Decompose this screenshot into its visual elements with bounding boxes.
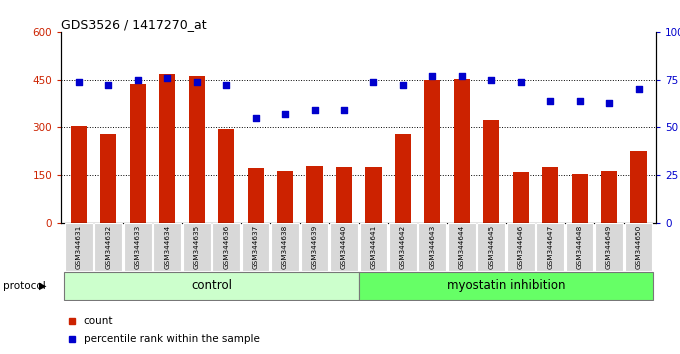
Point [309, 107, 320, 113]
Bar [625, 223, 652, 271]
Bar [507, 223, 534, 271]
Point [73, 79, 84, 84]
Text: GSM344641: GSM344641 [371, 225, 377, 269]
Bar [360, 223, 388, 271]
Text: myostatin inhibition: myostatin inhibition [447, 279, 565, 292]
Point [397, 82, 408, 88]
Text: protocol: protocol [3, 281, 46, 291]
Bar [124, 223, 152, 271]
Point [162, 75, 173, 81]
Bar [566, 223, 594, 271]
Point [221, 82, 232, 88]
Bar [188, 76, 205, 223]
Point [191, 79, 202, 84]
Point [604, 100, 615, 105]
Bar [218, 129, 234, 223]
Point [339, 107, 350, 113]
Point [486, 77, 496, 82]
Point [574, 98, 585, 103]
Bar [212, 223, 240, 271]
Bar [242, 223, 269, 271]
Text: GSM344647: GSM344647 [547, 225, 553, 269]
Bar [424, 80, 441, 223]
Point [427, 73, 438, 79]
Text: GSM344646: GSM344646 [517, 225, 524, 269]
Text: count: count [84, 316, 114, 326]
Bar [630, 151, 647, 223]
Bar [365, 167, 381, 223]
Bar [130, 84, 146, 223]
Bar [154, 223, 181, 271]
Text: control: control [191, 279, 232, 292]
Bar [477, 223, 505, 271]
Bar [277, 171, 293, 223]
Bar [336, 167, 352, 223]
Bar [301, 223, 328, 271]
Point [545, 98, 556, 103]
Bar [389, 223, 417, 271]
Bar [601, 171, 617, 223]
Bar [271, 223, 299, 271]
Bar [248, 168, 264, 223]
Text: GSM344631: GSM344631 [76, 225, 82, 269]
Point [279, 111, 290, 117]
Bar [183, 223, 211, 271]
Bar [307, 166, 322, 223]
Point [250, 115, 261, 121]
Bar [358, 272, 653, 300]
Text: GSM344634: GSM344634 [165, 225, 170, 269]
Bar [595, 223, 623, 271]
Bar [159, 74, 175, 223]
Text: GSM344640: GSM344640 [341, 225, 347, 269]
Text: GSM344645: GSM344645 [488, 225, 494, 269]
Bar [71, 126, 87, 223]
Bar [64, 272, 358, 300]
Text: GSM344632: GSM344632 [105, 225, 112, 269]
Point [133, 77, 143, 82]
Bar [513, 172, 529, 223]
Point [368, 79, 379, 84]
Bar [330, 223, 358, 271]
Bar [418, 223, 446, 271]
Bar [95, 223, 122, 271]
Text: GSM344649: GSM344649 [606, 225, 612, 269]
Text: GSM344635: GSM344635 [194, 225, 200, 269]
Text: GSM344650: GSM344650 [636, 225, 641, 269]
Text: GSM344633: GSM344633 [135, 225, 141, 269]
Text: ▶: ▶ [39, 281, 47, 291]
Text: GSM344638: GSM344638 [282, 225, 288, 269]
Bar [100, 134, 116, 223]
Text: GSM344648: GSM344648 [577, 225, 583, 269]
Text: GSM344637: GSM344637 [252, 225, 258, 269]
Point [515, 79, 526, 84]
Bar [542, 167, 558, 223]
Text: GSM344639: GSM344639 [311, 225, 318, 269]
Bar [448, 223, 475, 271]
Point [103, 82, 114, 88]
Bar [65, 223, 92, 271]
Point [633, 86, 644, 92]
Point [456, 73, 467, 79]
Text: GSM344643: GSM344643 [429, 225, 435, 269]
Bar [483, 120, 499, 223]
Bar [454, 79, 470, 223]
Text: GSM344642: GSM344642 [400, 225, 406, 269]
Bar [571, 174, 588, 223]
Bar [537, 223, 564, 271]
Text: percentile rank within the sample: percentile rank within the sample [84, 334, 260, 344]
Text: GDS3526 / 1417270_at: GDS3526 / 1417270_at [61, 18, 207, 31]
Bar [395, 135, 411, 223]
Text: GSM344644: GSM344644 [459, 225, 465, 269]
Text: GSM344636: GSM344636 [223, 225, 229, 269]
